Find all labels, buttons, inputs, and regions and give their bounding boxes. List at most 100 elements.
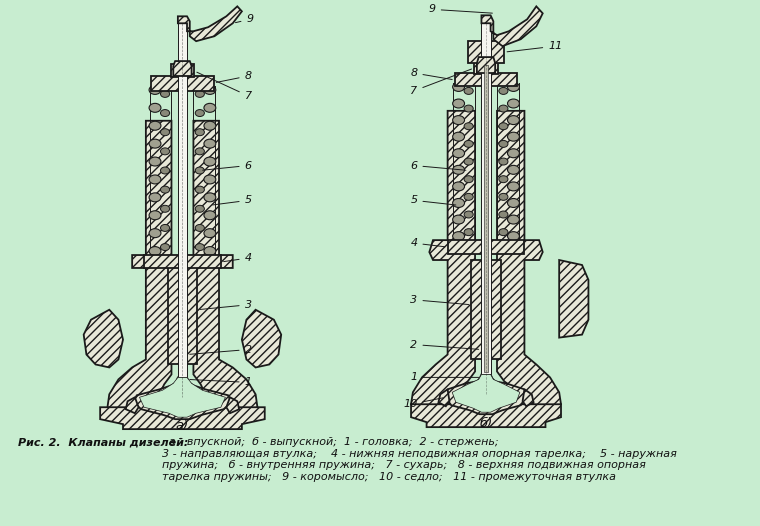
- Text: 9: 9: [429, 4, 492, 14]
- Ellipse shape: [204, 85, 216, 94]
- Ellipse shape: [464, 176, 473, 183]
- Ellipse shape: [149, 122, 161, 130]
- Ellipse shape: [149, 157, 161, 166]
- Polygon shape: [84, 310, 123, 368]
- Ellipse shape: [204, 122, 216, 130]
- Text: 6: 6: [203, 160, 252, 170]
- Ellipse shape: [195, 205, 204, 213]
- Polygon shape: [497, 111, 561, 411]
- Polygon shape: [178, 6, 242, 41]
- Ellipse shape: [204, 103, 216, 112]
- Polygon shape: [178, 16, 187, 377]
- Ellipse shape: [149, 139, 161, 148]
- Ellipse shape: [160, 129, 169, 136]
- Ellipse shape: [453, 231, 464, 240]
- Ellipse shape: [195, 244, 204, 250]
- Ellipse shape: [499, 87, 508, 94]
- Text: 5: 5: [213, 195, 252, 205]
- Ellipse shape: [453, 149, 464, 158]
- Text: 2: 2: [410, 340, 479, 350]
- Ellipse shape: [453, 83, 464, 92]
- Ellipse shape: [464, 194, 473, 200]
- Ellipse shape: [195, 90, 204, 97]
- Polygon shape: [184, 64, 195, 77]
- Ellipse shape: [508, 116, 519, 125]
- Polygon shape: [559, 260, 588, 338]
- Ellipse shape: [453, 182, 464, 191]
- Polygon shape: [523, 389, 534, 406]
- Ellipse shape: [499, 211, 508, 218]
- Ellipse shape: [195, 167, 204, 174]
- Ellipse shape: [195, 148, 204, 155]
- Ellipse shape: [195, 186, 204, 193]
- Ellipse shape: [149, 247, 161, 256]
- Ellipse shape: [453, 132, 464, 141]
- Polygon shape: [467, 41, 505, 63]
- Ellipse shape: [204, 193, 216, 202]
- Text: 10: 10: [404, 398, 443, 409]
- Ellipse shape: [453, 165, 464, 174]
- Ellipse shape: [453, 99, 464, 108]
- Ellipse shape: [499, 105, 508, 112]
- Text: 7: 7: [410, 69, 471, 96]
- Ellipse shape: [160, 90, 169, 97]
- Ellipse shape: [499, 229, 508, 236]
- Polygon shape: [484, 65, 488, 372]
- Ellipse shape: [464, 158, 473, 165]
- Text: Рис. 2.  Клапаны дизелей:: Рис. 2. Клапаны дизелей:: [17, 437, 188, 447]
- Ellipse shape: [204, 157, 216, 166]
- Polygon shape: [439, 389, 449, 406]
- Ellipse shape: [464, 229, 473, 236]
- Polygon shape: [170, 64, 181, 77]
- Text: 3: 3: [410, 295, 469, 305]
- Text: 5: 5: [410, 195, 456, 205]
- Polygon shape: [452, 375, 520, 412]
- Ellipse shape: [160, 186, 169, 193]
- Ellipse shape: [508, 165, 519, 174]
- Ellipse shape: [149, 85, 161, 94]
- Ellipse shape: [464, 87, 473, 94]
- Polygon shape: [135, 377, 230, 419]
- Ellipse shape: [499, 123, 508, 130]
- Ellipse shape: [195, 109, 204, 117]
- Polygon shape: [477, 57, 496, 73]
- Polygon shape: [448, 240, 524, 254]
- Text: 8: 8: [410, 68, 452, 79]
- Polygon shape: [173, 61, 192, 76]
- Text: а): а): [176, 419, 189, 432]
- Ellipse shape: [464, 211, 473, 218]
- Text: 2: 2: [190, 345, 252, 355]
- Ellipse shape: [195, 225, 204, 231]
- Polygon shape: [411, 404, 561, 427]
- Ellipse shape: [464, 140, 473, 147]
- Polygon shape: [481, 6, 543, 46]
- Text: 3: 3: [200, 300, 252, 310]
- Polygon shape: [471, 260, 501, 359]
- Polygon shape: [411, 111, 475, 411]
- Ellipse shape: [508, 83, 519, 92]
- Ellipse shape: [499, 140, 508, 147]
- Polygon shape: [107, 121, 172, 414]
- Ellipse shape: [160, 109, 169, 117]
- Polygon shape: [100, 407, 264, 429]
- Text: 4: 4: [410, 238, 445, 248]
- Ellipse shape: [204, 175, 216, 184]
- Ellipse shape: [508, 231, 519, 240]
- Ellipse shape: [149, 193, 161, 202]
- Polygon shape: [125, 397, 138, 413]
- Ellipse shape: [499, 176, 508, 183]
- Polygon shape: [455, 73, 517, 86]
- Ellipse shape: [508, 182, 519, 191]
- Text: 8: 8: [217, 71, 252, 83]
- Polygon shape: [488, 61, 498, 74]
- Polygon shape: [151, 76, 214, 91]
- Ellipse shape: [149, 211, 161, 220]
- Text: 1: 1: [410, 372, 479, 382]
- Polygon shape: [446, 375, 526, 414]
- Text: 4: 4: [223, 253, 252, 263]
- Ellipse shape: [160, 244, 169, 250]
- Polygon shape: [242, 310, 281, 368]
- Text: 9: 9: [236, 14, 254, 24]
- Polygon shape: [140, 377, 226, 417]
- Ellipse shape: [204, 229, 216, 238]
